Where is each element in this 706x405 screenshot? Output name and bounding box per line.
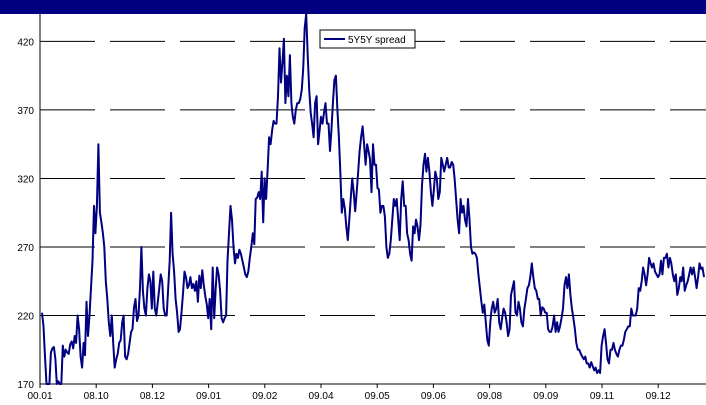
y-tick-label: 220 — [17, 311, 34, 322]
legend-label: 5Y5Y spread — [348, 35, 406, 46]
y-tick-label: 370 — [17, 106, 34, 117]
x-tick-label: 09.06 — [421, 391, 446, 402]
x-tick-label: 09.09 — [533, 391, 558, 402]
x-tick-label: 09.08 — [477, 391, 502, 402]
x-tick-labels: 00.01 08.10 08.12 09.01 09.02 09.04 09.05 09.06… — [27, 384, 671, 402]
y-tick-label: 420 — [17, 37, 34, 48]
x-tick-label: 00.01 — [27, 391, 52, 402]
y-tick-label: 170 — [17, 380, 34, 391]
x-tick-label: 09.12 — [646, 391, 671, 402]
x-tick-label: 09.04 — [308, 391, 333, 402]
y-tick-label: 270 — [17, 243, 34, 254]
x-tick-label: 09.11 — [590, 391, 615, 402]
x-tick-label: 09.01 — [196, 391, 221, 402]
y-tick-label: 320 — [17, 174, 34, 185]
y-tick-labels: 170 220 270 320 370 420 — [17, 37, 34, 391]
header-bar — [0, 0, 706, 14]
x-tick-label: 09.05 — [365, 391, 390, 402]
x-tick-label: 08.10 — [84, 391, 109, 402]
legend-box — [319, 29, 416, 49]
x-tick-label: 09.02 — [252, 391, 277, 402]
series-line-5y5y-spread — [41, 13, 705, 385]
x-tick-label: 08.12 — [140, 391, 165, 402]
legend: 5Y5Y spread — [319, 29, 416, 49]
